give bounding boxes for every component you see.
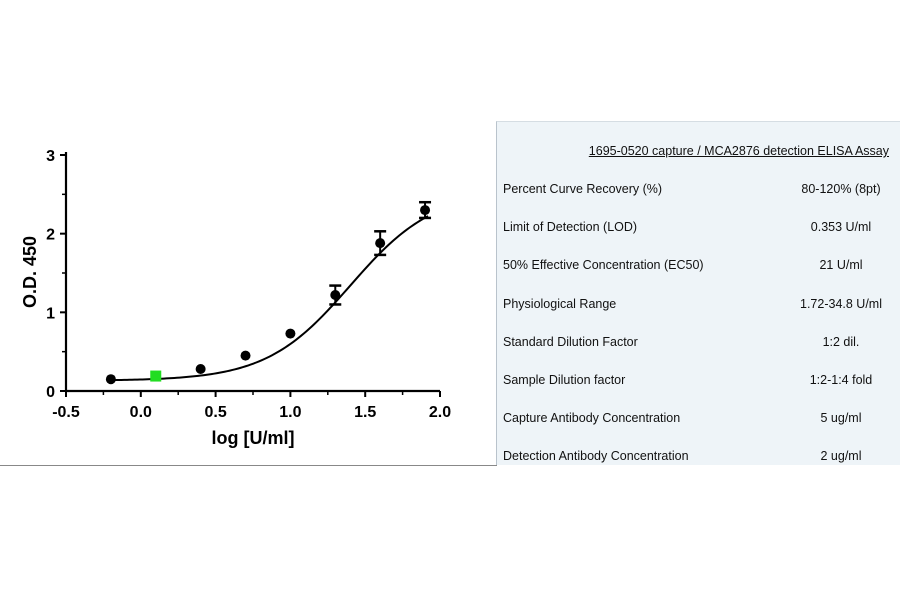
table-row: Sample Dilution factor 1:2-1:4 fold: [497, 373, 900, 393]
row-value: 1:2-1:4 fold: [809, 373, 873, 387]
table-title: 1695-0520 capture / MCA2876 detection EL…: [588, 144, 889, 158]
data-point: [375, 238, 386, 249]
row-label: Limit of Detection (LOD): [503, 220, 638, 235]
row-value: 1.72-34.8 U/ml: [800, 296, 882, 311]
row-label: 50% Effective Concentration (EC50): [503, 258, 704, 273]
row-value: 0.353 U/ml: [810, 220, 872, 235]
x-tick-label: 2.0: [429, 404, 451, 421]
assay-info-table: 1695-0520 capture / MCA2876 detection EL…: [496, 121, 900, 465]
row-value: 80-120% (8pt): [801, 182, 881, 196]
dose-response-chart: -0.5 0.0 0.5 1.0 1.5 2.0 0 1 2 3 log [U/ml] O.D. …: [20, 148, 451, 448]
table-row: Percent Curve Recovery (%) 80-120% (8pt): [497, 182, 900, 202]
y-tick-label: 2: [46, 227, 55, 244]
row-label: Standard Dilution Factor: [503, 334, 638, 349]
fit-curve: [110, 215, 429, 382]
row-value: 21 U/ml: [819, 258, 863, 273]
data-point: [195, 363, 206, 374]
row-label: Percent Curve Recovery (%): [503, 182, 663, 196]
x-tick-label: 0.5: [204, 404, 226, 421]
y-axis-label: O.D. 450: [20, 236, 40, 308]
table-row: Capture Antibody Concentration 5 ug/ml: [497, 411, 900, 431]
data-point: [105, 374, 116, 385]
row-value: 5 ug/ml: [820, 411, 862, 426]
table-row: Detection Antibody Concentration 2 ug/ml: [497, 449, 900, 469]
data-point: [240, 350, 251, 361]
x-tick-label: 0.0: [130, 404, 152, 421]
y-tick-label: 3: [46, 148, 55, 165]
x-tick-label: 1.0: [279, 404, 301, 421]
y-tick-label: 0: [46, 384, 55, 401]
row-label: Physiological Range: [503, 296, 617, 311]
data-point: [330, 290, 341, 301]
y-tick-label: 1: [46, 305, 55, 322]
data-point: [420, 205, 431, 216]
table-row: Physiological Range 1.72-34.8 U/ml: [497, 297, 900, 317]
table-row: 50% Effective Concentration (EC50) 21 U/m…: [497, 258, 900, 278]
table-row: Limit of Detection (LOD) 0.353 U/ml: [497, 220, 900, 240]
row-label: Capture Antibody Concentration: [503, 411, 681, 426]
data-point: [285, 328, 296, 339]
x-tick-label: 1.5: [354, 404, 376, 421]
x-tick-label: -0.5: [52, 404, 80, 421]
x-axis-label: log [U/ml]: [212, 428, 295, 448]
chart-panel: -0.5 0.0 0.5 1.0 1.5 2.0 0 1 2 3 log [U/ml] O.D. …: [0, 122, 497, 466]
row-value: 2 ug/ml: [820, 449, 862, 464]
row-label: Detection Antibody Concentration: [503, 449, 689, 464]
table-row: Standard Dilution Factor 1:2 dil.: [497, 335, 900, 355]
row-value: 1:2 dil.: [822, 334, 860, 349]
row-label: Sample Dilution factor: [503, 373, 626, 387]
sample-point: [150, 370, 162, 382]
